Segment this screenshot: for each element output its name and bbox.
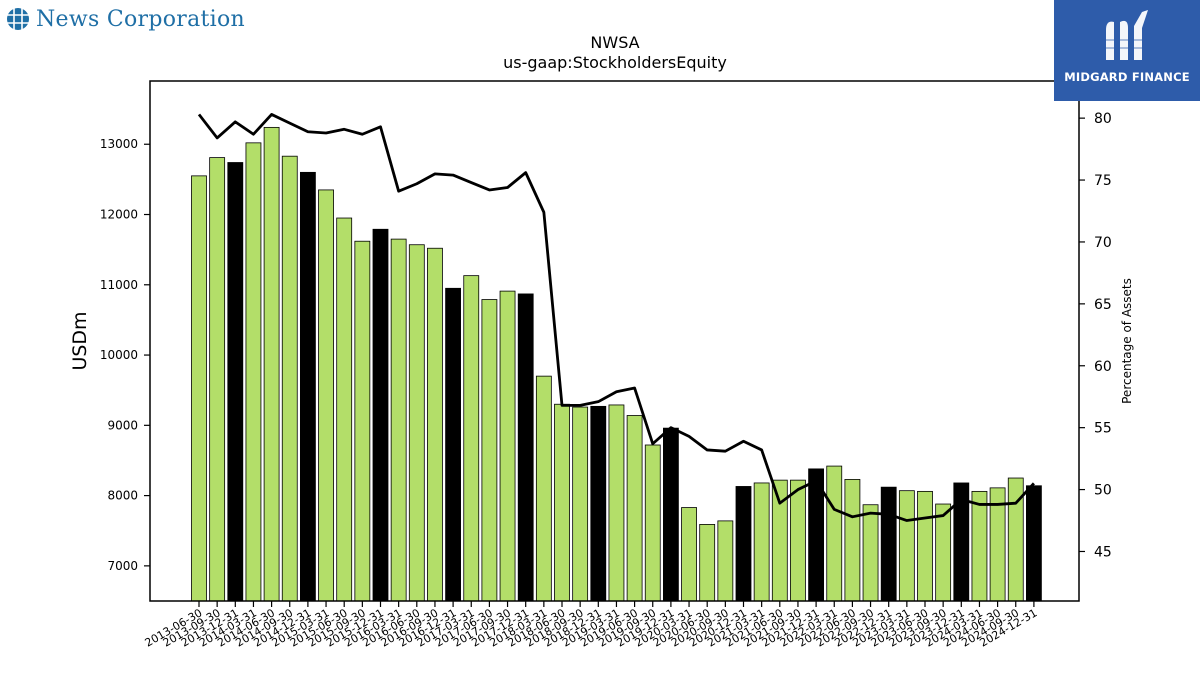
bar-2022-06-30 (844, 479, 861, 602)
bar-2019-06-30 (626, 415, 643, 602)
y-tick-label: 13000 (100, 137, 138, 151)
bar-2020-03-31 (681, 507, 697, 602)
bar-2017-12-31 (517, 293, 534, 602)
y-tick-label: 10000 (100, 348, 138, 362)
watermark-logo: MIDGARD FINANCE (1054, 0, 1200, 101)
x-axis: 2013-06-302013-09-302013-12-312014-03-31… (143, 601, 1039, 650)
bar-2018-09-30 (572, 406, 589, 602)
globe-grid-icon (7, 8, 29, 30)
y-tick-label: 9000 (107, 418, 138, 432)
bar-2019-09-30 (644, 444, 661, 602)
bar-2023-03-31 (898, 490, 915, 602)
bar-2013-06-30 (191, 175, 207, 602)
bar-2013-09-30 (209, 157, 226, 602)
bar-2014-12-31 (299, 171, 316, 602)
bar-series (191, 126, 1042, 602)
bar-2021-09-30 (790, 479, 806, 602)
y2-tick-label: 50 (1094, 483, 1112, 499)
bar-2022-12-31 (880, 486, 897, 602)
y-axis-left: 7000 8000 9000 10000 11000 12000 13000 (100, 137, 150, 573)
y-tick-label: 7000 (107, 559, 138, 573)
bar-2018-06-30 (554, 403, 570, 602)
y2-tick-label: 70 (1094, 235, 1112, 251)
bar-2024-12-31 (1026, 485, 1042, 602)
y-tick-label: 12000 (100, 208, 138, 222)
bar-2024-03-31 (971, 490, 988, 602)
y2-tick-label: 55 (1094, 421, 1112, 437)
bar-2018-03-31 (535, 375, 552, 602)
bar-2013-12-31 (227, 162, 244, 602)
bar-2023-06-30 (917, 490, 933, 602)
bar-2017-03-31 (463, 275, 480, 602)
bar-2019-12-31 (663, 427, 679, 602)
y2-tick-label: 60 (1094, 359, 1112, 375)
bar-2022-03-31 (826, 465, 843, 602)
bar-2019-03-31 (608, 404, 625, 602)
y-tick-label: 8000 (107, 489, 138, 503)
y-axis-right: 45 50 55 60 65 70 75 80 (1079, 111, 1112, 560)
y2-tick-label: 45 (1094, 544, 1112, 560)
y-tick-label: 11000 (100, 278, 138, 292)
company-logo: News Corporation (6, 4, 245, 34)
bar-2018-12-31 (590, 405, 607, 602)
y-axis-label: USDm (69, 311, 91, 370)
bar-2014-06-30 (263, 126, 280, 602)
bar-2017-06-30 (481, 299, 498, 602)
bar-2022-09-30 (862, 504, 879, 602)
chart-subtitle: us-gaap:StockholdersEquity (503, 53, 727, 72)
bar-2016-03-31 (390, 238, 407, 602)
bar-2015-12-31 (372, 228, 389, 602)
bar-2014-09-30 (281, 155, 298, 602)
bar-2016-09-30 (427, 247, 443, 602)
company-name: News Corporation (36, 6, 246, 32)
bar-2017-09-30 (499, 290, 516, 602)
plot-frame (149, 80, 1080, 602)
bar-2020-09-30 (717, 520, 734, 602)
bar-2015-03-31 (318, 189, 334, 602)
bar-2015-09-30 (354, 240, 371, 602)
y2-tick-label: 65 (1094, 297, 1112, 313)
watermark-text: MIDGARD FINANCE (1064, 70, 1190, 84)
midgard-m-icon (1102, 10, 1152, 60)
percentage-line (197, 113, 1035, 522)
bar-2020-06-30 (699, 524, 716, 602)
y2-tick-label: 80 (1094, 111, 1112, 127)
y2-tick-label: 75 (1094, 173, 1112, 189)
bar-2020-12-31 (735, 486, 752, 602)
bar-2016-12-31 (445, 287, 462, 602)
bar-2021-03-31 (753, 482, 770, 602)
y2-axis-label: Percentage of Assets (1120, 278, 1134, 404)
chart-title: NWSA (590, 33, 639, 52)
bar-2014-03-31 (245, 142, 262, 602)
bar-2015-06-30 (336, 217, 353, 602)
bar-2023-09-30 (935, 503, 952, 602)
bar-2016-06-30 (408, 244, 425, 602)
